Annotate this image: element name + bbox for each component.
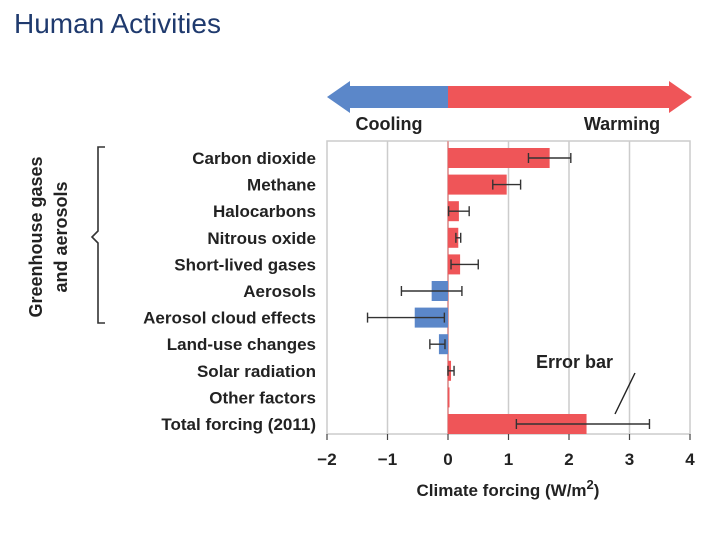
- cooling-label: Cooling: [356, 114, 423, 134]
- group-label-line1: Greenhouse gases: [26, 156, 46, 317]
- slide-title: Human Activities: [14, 8, 221, 39]
- bar: [448, 387, 450, 408]
- x-tick-label: 0: [443, 450, 452, 469]
- x-tick-label: 1: [504, 450, 513, 469]
- category-label: Other factors: [209, 388, 316, 407]
- group-bracket: [90, 146, 105, 324]
- category-label: Land-use changes: [167, 335, 316, 354]
- category-label: Aerosols: [243, 282, 316, 301]
- warming-arrow: [448, 81, 692, 113]
- category-label: Total forcing (2011): [161, 415, 316, 434]
- x-tick-label: 2: [564, 450, 573, 469]
- category-label: Short-lived gases: [174, 255, 316, 274]
- category-label: Carbon dioxide: [192, 149, 316, 168]
- x-axis-title: Climate forcing (W/m2): [417, 477, 600, 500]
- error-bar-annotation: Error bar: [536, 352, 613, 372]
- category-label: Halocarbons: [213, 202, 316, 221]
- x-tick-label: −2: [317, 450, 336, 469]
- group-label-line2: and aerosols: [51, 181, 71, 292]
- x-tick-label: −1: [378, 450, 397, 469]
- bar: [448, 148, 550, 168]
- category-label: Nitrous oxide: [207, 229, 316, 248]
- bar: [448, 227, 459, 248]
- annotation-pointer: [614, 372, 636, 415]
- category-label: Solar radiation: [197, 362, 316, 381]
- x-tick-label: 4: [685, 450, 695, 469]
- category-label: Methane: [247, 176, 316, 195]
- bar: [448, 174, 507, 195]
- category-label: Aerosol cloud effects: [143, 309, 316, 328]
- cooling-arrow: [327, 81, 448, 113]
- warming-label: Warming: [584, 114, 660, 134]
- x-tick-label: 3: [625, 450, 634, 469]
